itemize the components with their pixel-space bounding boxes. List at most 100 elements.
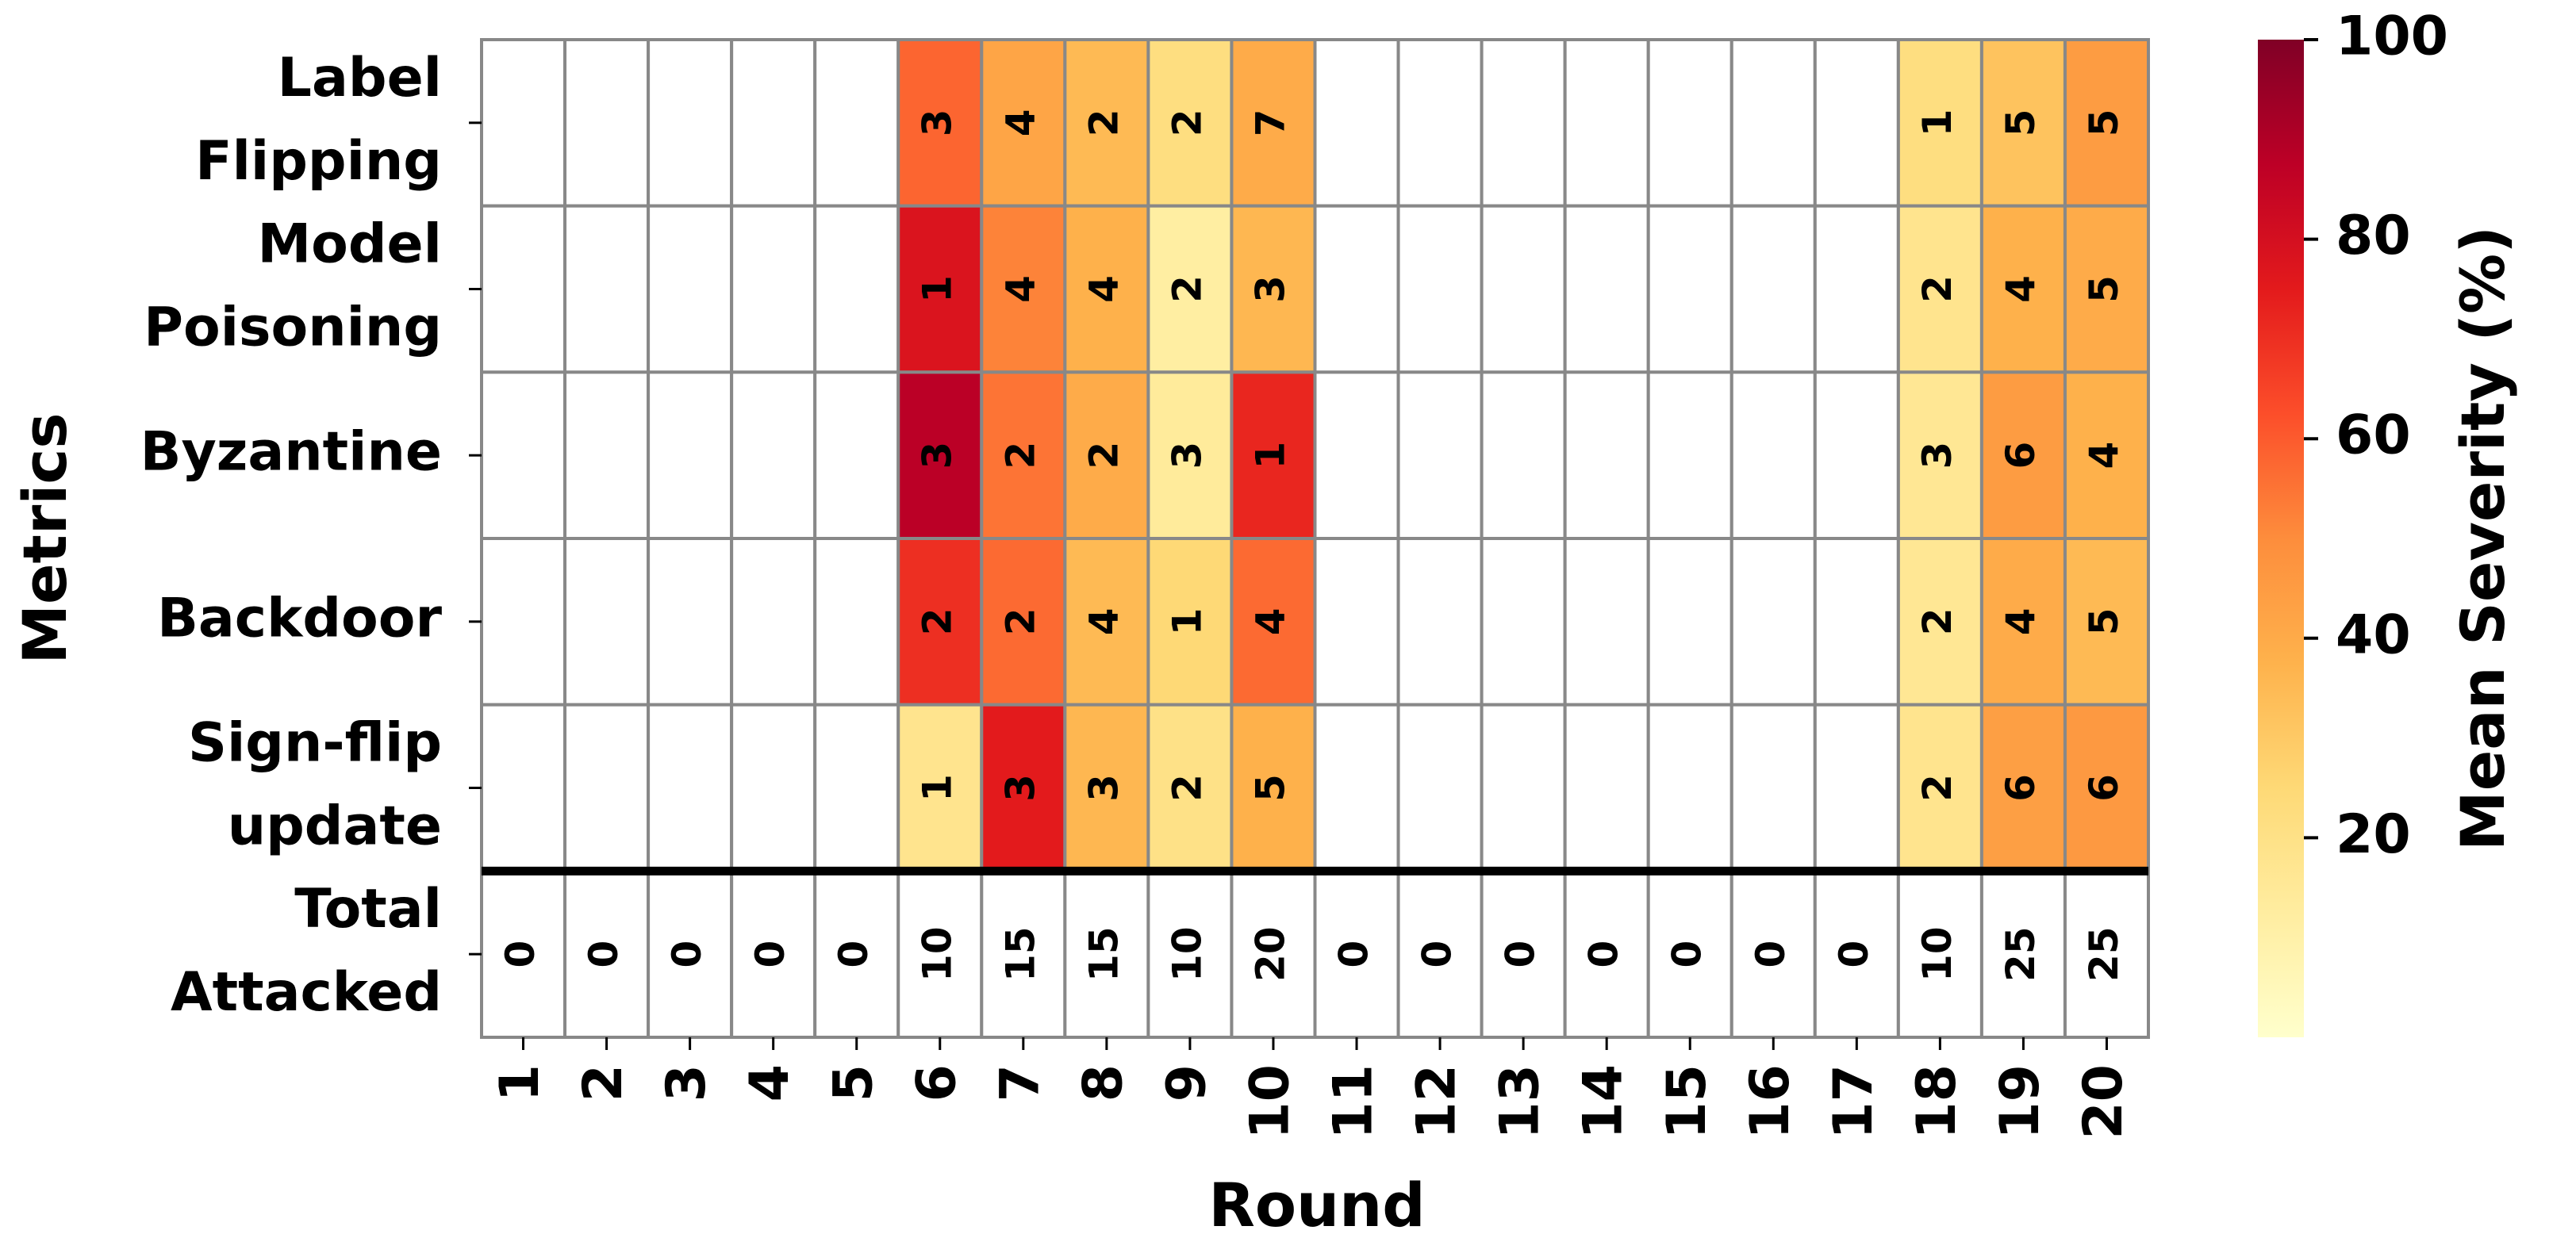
heat-cell — [896, 204, 984, 374]
cell-label: 3 — [1914, 442, 1960, 469]
cell-label: 2 — [1164, 109, 1210, 136]
empty-cell — [647, 537, 734, 707]
empty-cell — [1813, 370, 1900, 541]
empty-cell — [1480, 703, 1567, 873]
cell-label: 6 — [1998, 774, 2044, 802]
cell-label: 0 — [1831, 941, 1877, 968]
heat-cell — [1230, 204, 1317, 374]
cell-label: 3 — [997, 774, 1043, 802]
cell-label: 1 — [914, 774, 960, 802]
cell-label: 4 — [1081, 607, 1127, 635]
empty-cell — [813, 204, 900, 374]
y-tick-label: Attacked — [171, 961, 442, 1024]
empty-cell — [730, 703, 817, 873]
empty-cell — [1646, 703, 1733, 873]
empty-cell — [1563, 204, 1650, 374]
empty-cell — [1813, 204, 1900, 374]
heat-cell — [1063, 204, 1150, 374]
y-tick-label: Label — [278, 47, 442, 109]
cell-label: 20 — [1247, 926, 1293, 982]
cell-label: 0 — [1748, 941, 1794, 968]
cell-label: 2 — [1081, 109, 1127, 136]
cell-label: 0 — [1498, 941, 1544, 968]
empty-cell — [730, 204, 817, 374]
colorbar-tick-label: 80 — [2336, 205, 2411, 267]
cell-label: 4 — [1998, 607, 2044, 635]
empty-cell — [1313, 370, 1400, 541]
x-tick-label: 16 — [1739, 1064, 1802, 1140]
heat-cell — [896, 537, 984, 707]
heat-cell — [1230, 370, 1317, 541]
empty-cell — [730, 537, 817, 707]
cell-label: 3 — [1164, 442, 1210, 469]
cell-label: 2 — [1914, 275, 1960, 303]
cell-label: 0 — [664, 941, 710, 968]
heat-cell — [896, 38, 984, 208]
heat-cell — [896, 370, 984, 541]
cell-label: 15 — [997, 926, 1043, 982]
cell-label: 6 — [1998, 442, 2044, 469]
cell-label: 4 — [1081, 275, 1127, 303]
empty-cell — [1563, 703, 1650, 873]
y-tick-label: Sign-flip — [188, 712, 442, 775]
empty-cell — [480, 537, 567, 707]
empty-cell — [1813, 537, 1900, 707]
cell-label: 2 — [1914, 774, 1960, 802]
heat-cell — [1146, 370, 1234, 541]
cell-label: 5 — [2081, 275, 2127, 303]
cell-label: 1 — [1914, 109, 1960, 136]
cell-label: 10 — [914, 926, 960, 982]
colorbar — [2258, 40, 2304, 1037]
empty-cell — [1646, 869, 1733, 1040]
empty-cell — [730, 38, 817, 208]
x-tick-label: 5 — [822, 1064, 885, 1102]
colorbar-tick-label: 60 — [2336, 404, 2411, 467]
y-tick-label: Poisoning — [144, 297, 442, 359]
y-axis-label: Metrics — [10, 412, 80, 664]
cell-label: 10 — [1914, 926, 1960, 982]
empty-cell — [813, 703, 900, 873]
colorbar-tick-label: 20 — [2336, 803, 2411, 866]
x-tick-label: 12 — [1406, 1064, 1468, 1140]
y-tick-label: update — [228, 795, 442, 858]
heat-cell — [1979, 204, 2067, 374]
empty-cell — [813, 537, 900, 707]
empty-cell — [813, 38, 900, 208]
cell-label: 0 — [497, 941, 543, 968]
empty-cell — [813, 370, 900, 541]
cell-label: 4 — [1998, 275, 2044, 303]
empty-cell — [1313, 537, 1400, 707]
heat-cell — [1896, 370, 1983, 541]
cell-label: 10 — [1164, 926, 1210, 982]
x-tick-label: 7 — [989, 1064, 1051, 1102]
empty-cell — [1396, 869, 1484, 1040]
empty-cell — [1313, 204, 1400, 374]
empty-cell — [1563, 370, 1650, 541]
cell-label: 2 — [1164, 774, 1210, 802]
y-tick-label: Model — [258, 213, 443, 276]
y-tick-label: Byzantine — [140, 421, 442, 484]
heat-cell — [1896, 537, 1983, 707]
cell-label: 5 — [1247, 774, 1293, 802]
heat-cell — [2063, 38, 2150, 208]
heat-cell — [2063, 370, 2150, 541]
cell-label: 4 — [997, 275, 1043, 303]
heat-cell — [1896, 204, 1983, 374]
cell-label: 2 — [1914, 607, 1960, 635]
empty-cell — [647, 703, 734, 873]
empty-cell — [1313, 38, 1400, 208]
empty-cell — [980, 869, 1067, 1040]
colorbar-label: Mean Severity (%) — [2447, 226, 2518, 851]
empty-cell — [1646, 370, 1733, 541]
empty-cell — [1646, 537, 1733, 707]
empty-cell — [1813, 38, 1900, 208]
empty-cell — [1396, 537, 1484, 707]
empty-cell — [1563, 869, 1650, 1040]
empty-cell — [647, 370, 734, 541]
cell-label: 0 — [581, 941, 627, 968]
cell-label: 25 — [1998, 926, 2044, 982]
empty-cell — [1396, 370, 1484, 541]
empty-cell — [1729, 703, 1817, 873]
x-tick-label: 14 — [1572, 1064, 1635, 1140]
x-tick-label: 8 — [1072, 1064, 1134, 1102]
